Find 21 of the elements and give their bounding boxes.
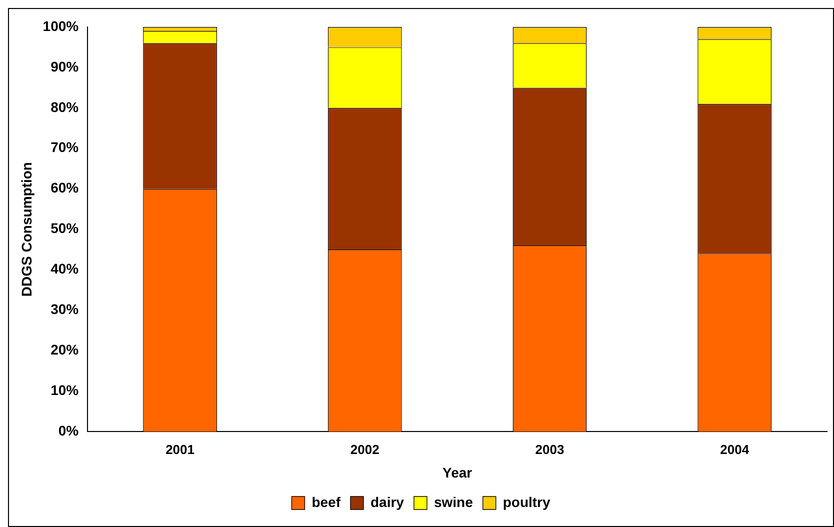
legend-label: beef bbox=[312, 494, 341, 510]
y-tick-label: 20% bbox=[50, 342, 80, 358]
y-tick-label: 90% bbox=[50, 58, 80, 74]
y-tick-label: 60% bbox=[50, 180, 80, 196]
x-tick-label: 2002 bbox=[350, 442, 380, 457]
y-tick-label: 50% bbox=[50, 220, 80, 236]
y-axis-title: DDGS Consumption bbox=[18, 162, 34, 297]
y-tick-label: 10% bbox=[50, 382, 80, 398]
legend-label: dairy bbox=[370, 494, 404, 510]
y-tick-label: 80% bbox=[50, 98, 80, 115]
x-axis-title: Year bbox=[442, 464, 473, 480]
y-tick-label: 70% bbox=[50, 139, 80, 156]
y-tick-label: 30% bbox=[50, 301, 80, 318]
x-tick-label: 2001 bbox=[166, 442, 194, 457]
y-tick-label: 40% bbox=[50, 260, 80, 277]
y-tick-label: 0% bbox=[58, 422, 80, 438]
x-tick-label: 2003 bbox=[535, 442, 564, 457]
x-tick-label: 2004 bbox=[720, 442, 750, 457]
legend-label: swine bbox=[434, 494, 474, 510]
legend-label: poultry bbox=[502, 494, 551, 510]
y-tick-label: 100% bbox=[42, 18, 80, 34]
